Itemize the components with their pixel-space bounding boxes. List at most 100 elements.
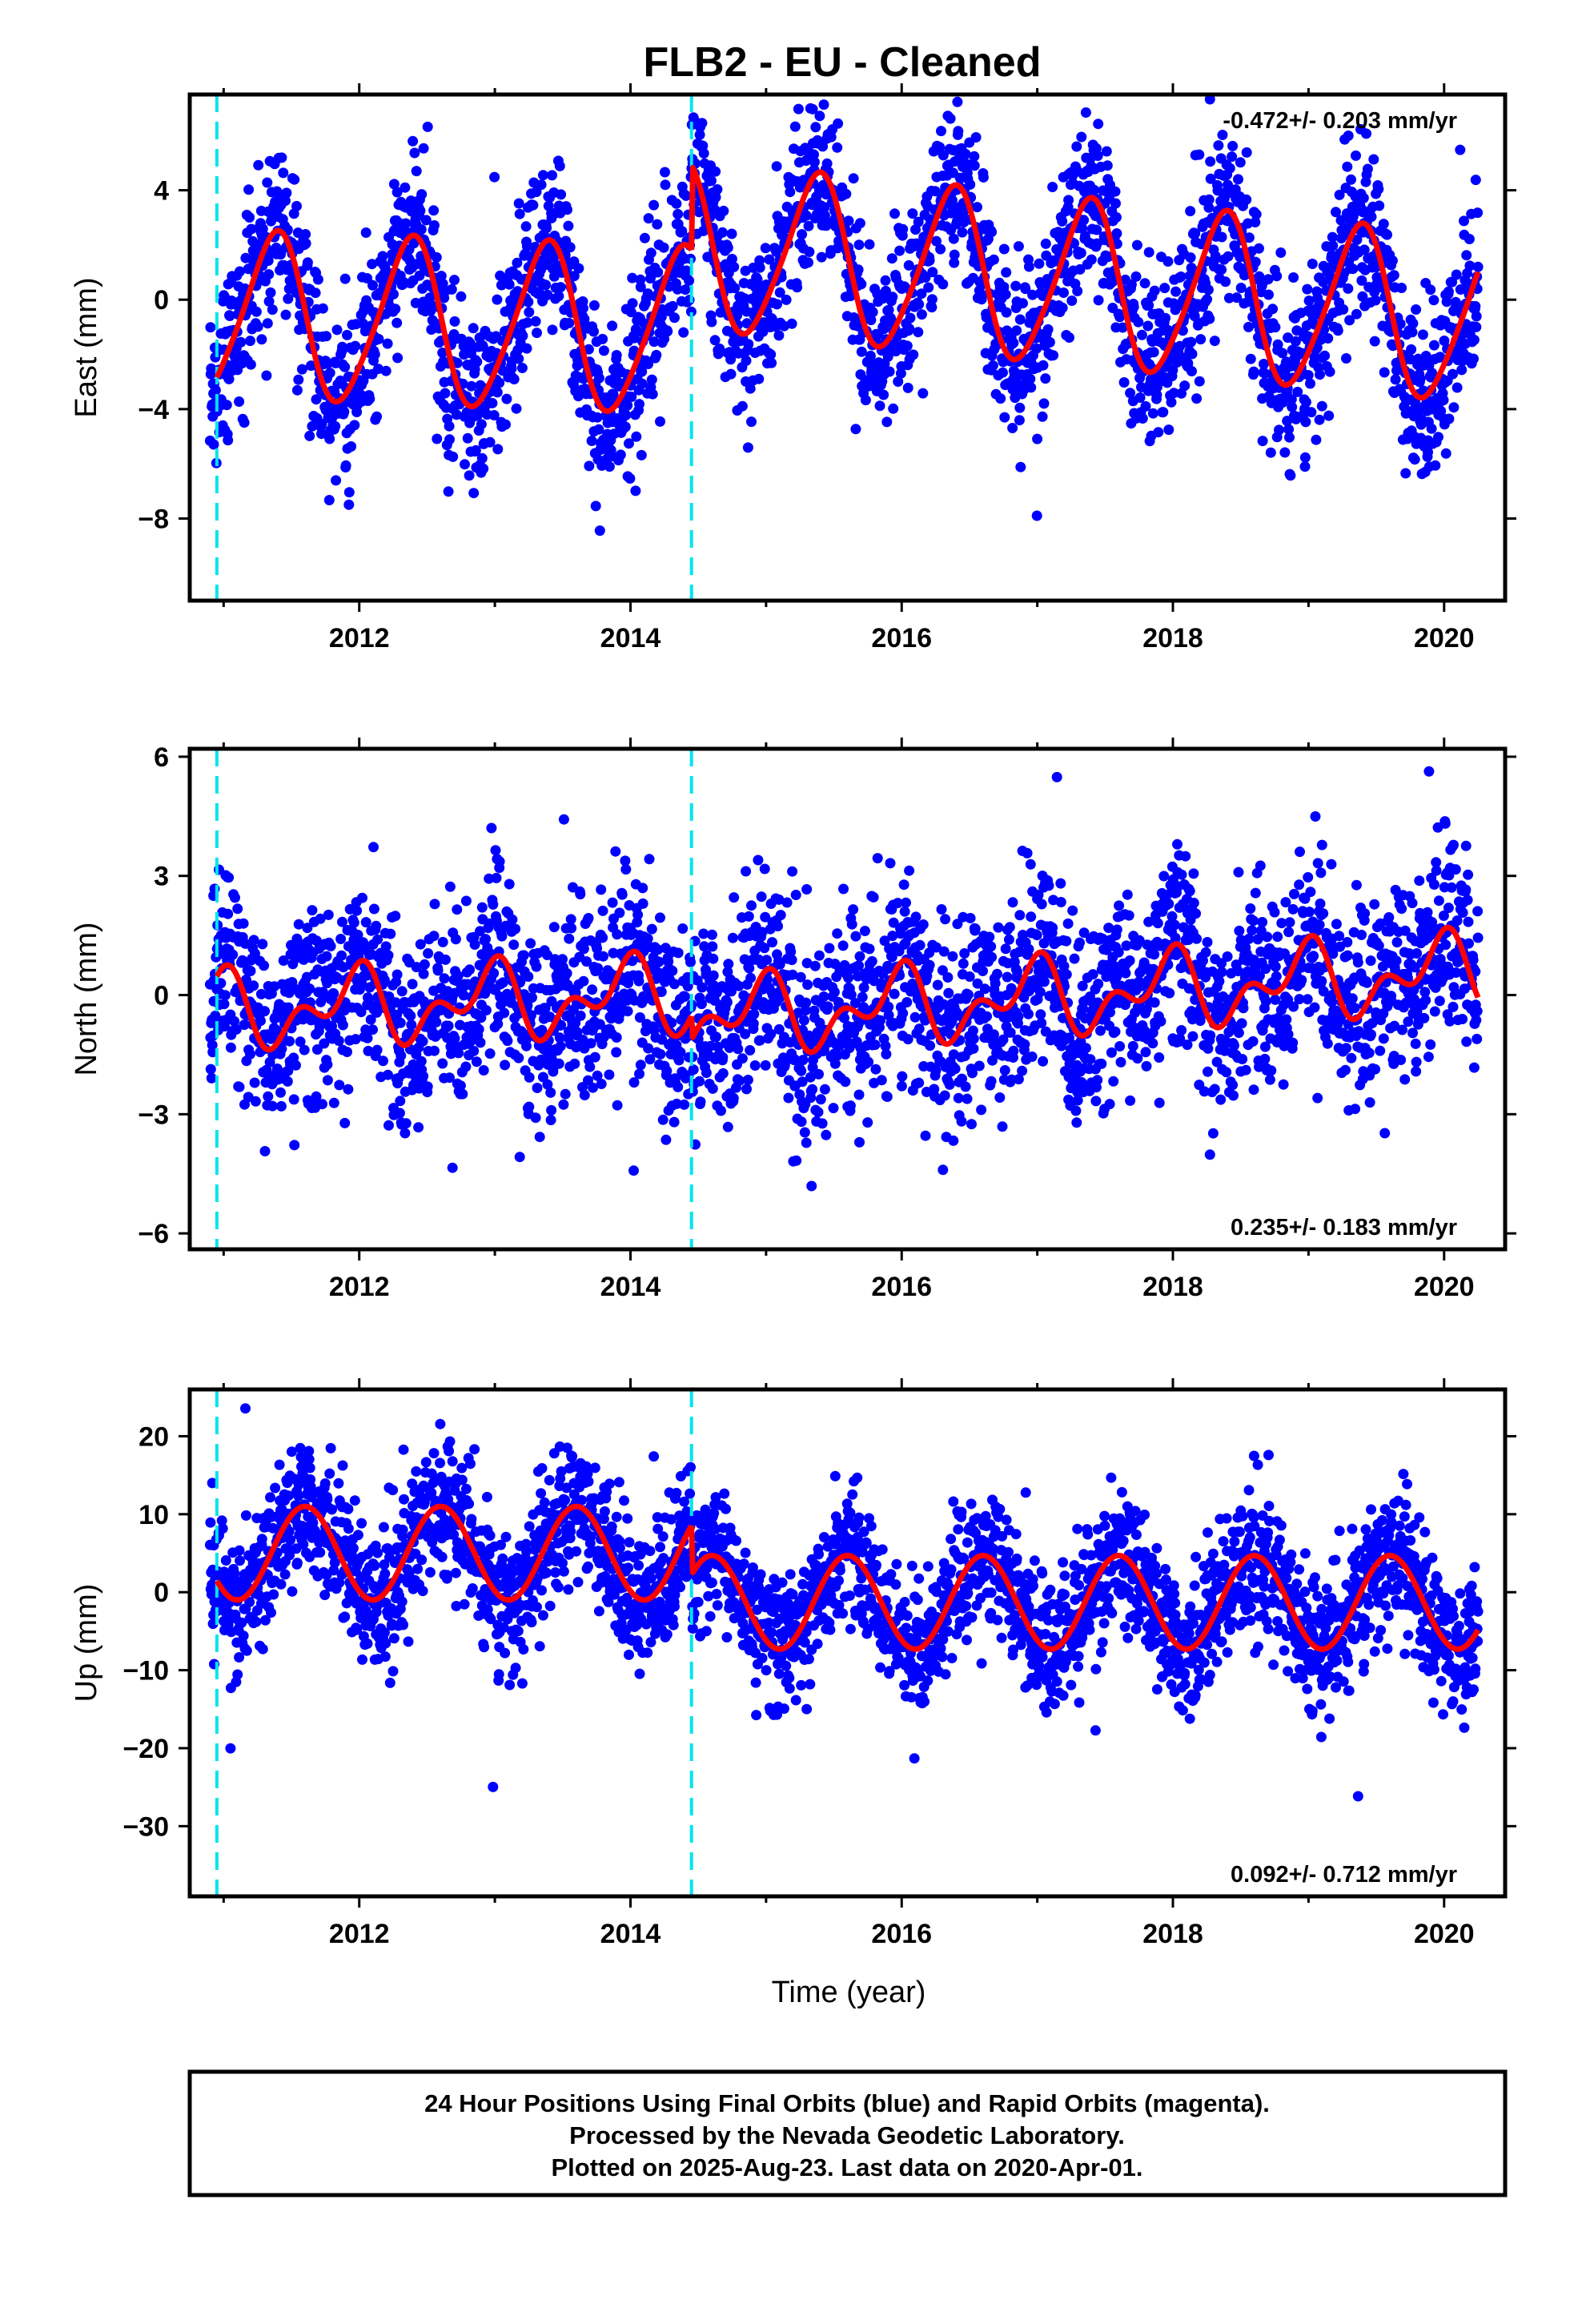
position-point	[986, 1076, 997, 1087]
position-point	[1101, 146, 1112, 157]
position-point	[1209, 336, 1220, 347]
position-point	[1001, 307, 1012, 318]
position-point	[530, 1112, 541, 1124]
position-point	[1142, 320, 1154, 332]
position-point	[280, 309, 291, 320]
position-point	[350, 340, 361, 352]
position-point	[762, 974, 773, 985]
position-point	[1195, 334, 1207, 345]
position-point	[947, 951, 958, 962]
position-point	[419, 959, 430, 970]
position-point	[660, 943, 671, 954]
position-point	[590, 501, 601, 512]
position-point	[953, 126, 964, 137]
position-point	[667, 300, 678, 312]
position-point	[219, 999, 230, 1010]
position-point	[598, 951, 608, 962]
position-point	[1040, 238, 1051, 249]
position-point	[1092, 151, 1103, 161]
position-point	[636, 366, 648, 377]
position-point	[489, 171, 500, 183]
position-point	[548, 271, 560, 282]
position-point	[1162, 256, 1174, 267]
position-point	[1010, 280, 1022, 292]
position-point	[521, 343, 532, 354]
y-tick-label: 4	[154, 176, 169, 207]
position-point	[822, 1001, 833, 1012]
position-point	[679, 1099, 690, 1110]
position-point	[698, 148, 709, 159]
position-point	[549, 954, 560, 965]
position-point	[513, 198, 524, 209]
position-point	[706, 175, 717, 187]
position-point	[263, 269, 275, 280]
position-point	[717, 1068, 729, 1079]
position-point	[1292, 386, 1303, 397]
position-point	[775, 910, 786, 921]
position-point	[557, 954, 568, 965]
position-point	[322, 1059, 333, 1070]
position-point	[742, 442, 753, 453]
position-point	[642, 933, 653, 944]
position-point	[385, 928, 396, 939]
position-point	[492, 387, 503, 398]
position-point	[394, 1108, 405, 1119]
position-point	[1300, 416, 1311, 428]
position-point	[1111, 228, 1122, 239]
position-point	[881, 416, 893, 428]
position-point	[866, 955, 877, 967]
position-point	[726, 253, 737, 264]
position-point	[528, 199, 539, 211]
position-point	[1302, 283, 1313, 295]
position-point	[902, 1034, 913, 1045]
position-point	[422, 121, 433, 132]
position-point	[293, 374, 304, 385]
position-point	[343, 1084, 354, 1095]
position-point	[626, 392, 637, 402]
position-point	[913, 1077, 925, 1088]
position-point	[540, 279, 552, 291]
position-point	[1149, 285, 1160, 296]
position-point	[759, 863, 770, 875]
position-point	[652, 267, 664, 278]
position-point	[678, 327, 689, 338]
position-point	[324, 433, 335, 444]
position-point	[232, 903, 243, 915]
position-point	[694, 129, 705, 140]
position-point	[1464, 234, 1475, 244]
position-point	[362, 273, 373, 283]
position-point	[472, 356, 483, 368]
position-point	[223, 373, 235, 384]
position-point	[554, 160, 565, 171]
position-point	[967, 1068, 978, 1079]
position-point	[1125, 388, 1136, 399]
position-point	[796, 1116, 807, 1128]
position-point	[986, 227, 998, 238]
position-point	[225, 1042, 236, 1053]
position-point	[1012, 967, 1023, 977]
position-point	[907, 208, 918, 219]
position-point	[917, 919, 929, 930]
position-point	[853, 960, 865, 971]
position-point	[545, 1115, 556, 1126]
position-point	[952, 96, 963, 107]
position-point	[1343, 283, 1354, 294]
position-point	[319, 1038, 330, 1049]
position-point	[352, 929, 363, 940]
position-point	[450, 934, 461, 945]
position-point	[673, 1055, 685, 1066]
position-point	[622, 1006, 633, 1017]
position-point	[1216, 264, 1227, 275]
position-point	[534, 1132, 545, 1143]
position-point	[968, 1043, 979, 1054]
position-point	[1271, 271, 1283, 282]
position-point	[805, 1072, 816, 1083]
position-point	[250, 1096, 261, 1107]
position-point	[229, 1015, 240, 1027]
position-point	[655, 912, 665, 923]
position-point	[797, 1076, 808, 1088]
position-point	[517, 330, 528, 341]
position-point	[468, 323, 479, 334]
